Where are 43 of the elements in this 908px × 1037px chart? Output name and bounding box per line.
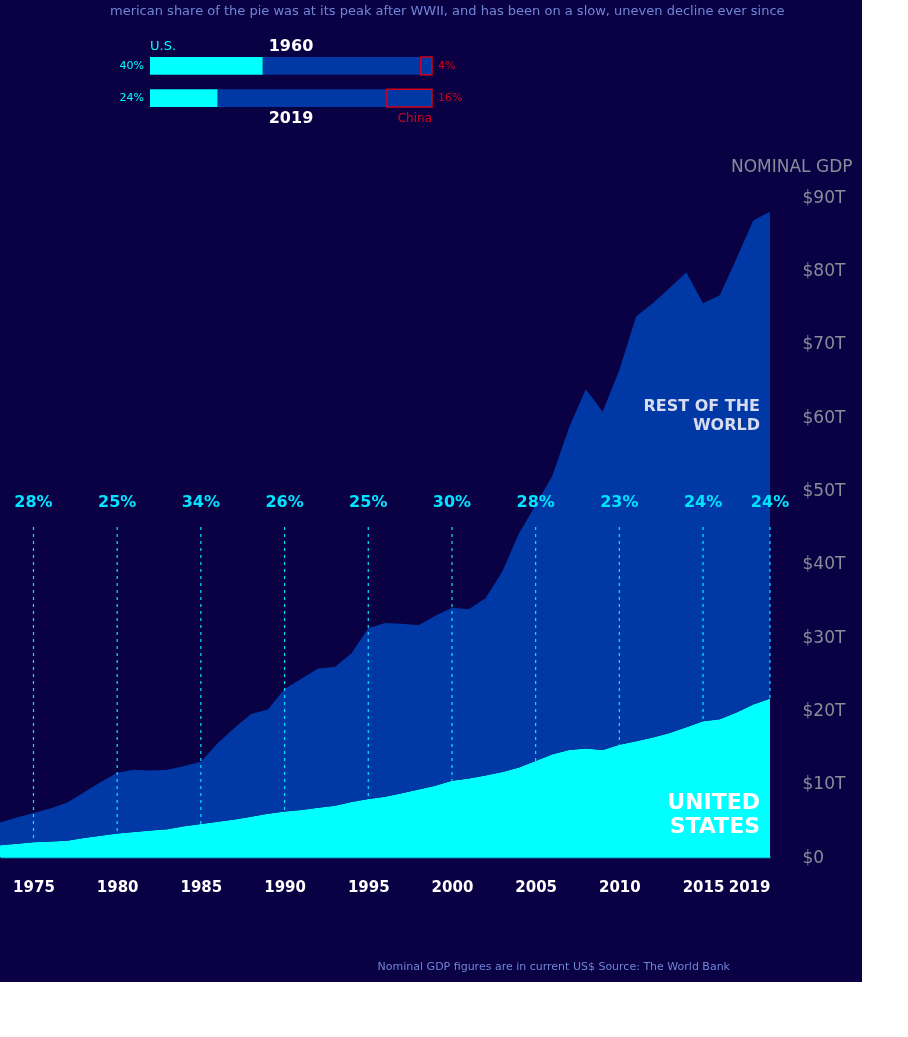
chart-subtitle: merican share of the pie was at its peak after WWII, and has been on a slow, uneven decline ever since [110,2,785,18]
y-tick-label: $10T [802,773,846,794]
y-tick-label: $80T [802,259,846,280]
y-tick-label: $90T [802,186,846,207]
annotation: 28% [14,492,53,511]
annotation: 34% [181,492,221,511]
series-label: REST OF THE WORLD [643,396,760,435]
series-label: China [397,111,432,126]
annotation: 25% [98,492,137,511]
category-label: 2019 [268,108,314,128]
x-tick-label: 2000 [431,877,474,896]
annotation: 28% [516,492,555,511]
text: Nominal GDP figures are in current US$ Source: The World Bank [377,960,730,973]
y-tick-label: $70T [802,333,846,354]
series-label: U.S. [150,37,177,53]
x-tick-label: 2019 [728,877,771,896]
x-tick-label: 1990 [264,877,306,896]
data-label: 40% [119,58,144,72]
x-tick-label: 1985 [180,877,223,896]
x-tick-label: 1975 [13,877,55,896]
x-tick-label: 1980 [96,877,139,896]
annotation: 23% [600,492,639,511]
data-label: 24% [119,91,144,105]
x-tick-label: 2010 [598,877,641,896]
data-label: 4% [438,58,456,72]
y-tick-label: $30T [802,626,846,647]
annotation: 24% [683,492,723,511]
x-tick-label: 2005 [515,877,558,896]
y-tick-label: $20T [802,699,846,720]
y-axis-title: NOMINAL GDP [730,155,853,176]
series-label: UNITED STATES [667,788,760,838]
y-tick-label: $60T [802,406,846,427]
y-tick-label: $40T [802,553,846,574]
category-label: 1960 [268,35,314,55]
x-tick-label: 2015 [682,877,725,896]
y-tick-label: $0 [802,846,825,867]
annotation: 25% [349,492,388,511]
annotation: 30% [432,492,472,511]
y-tick-label: $50T [802,479,846,500]
annotation: 24% [750,492,790,511]
annotation: 26% [265,492,304,511]
x-tick-label: 1995 [347,877,390,896]
data-label: 16% [438,91,463,105]
